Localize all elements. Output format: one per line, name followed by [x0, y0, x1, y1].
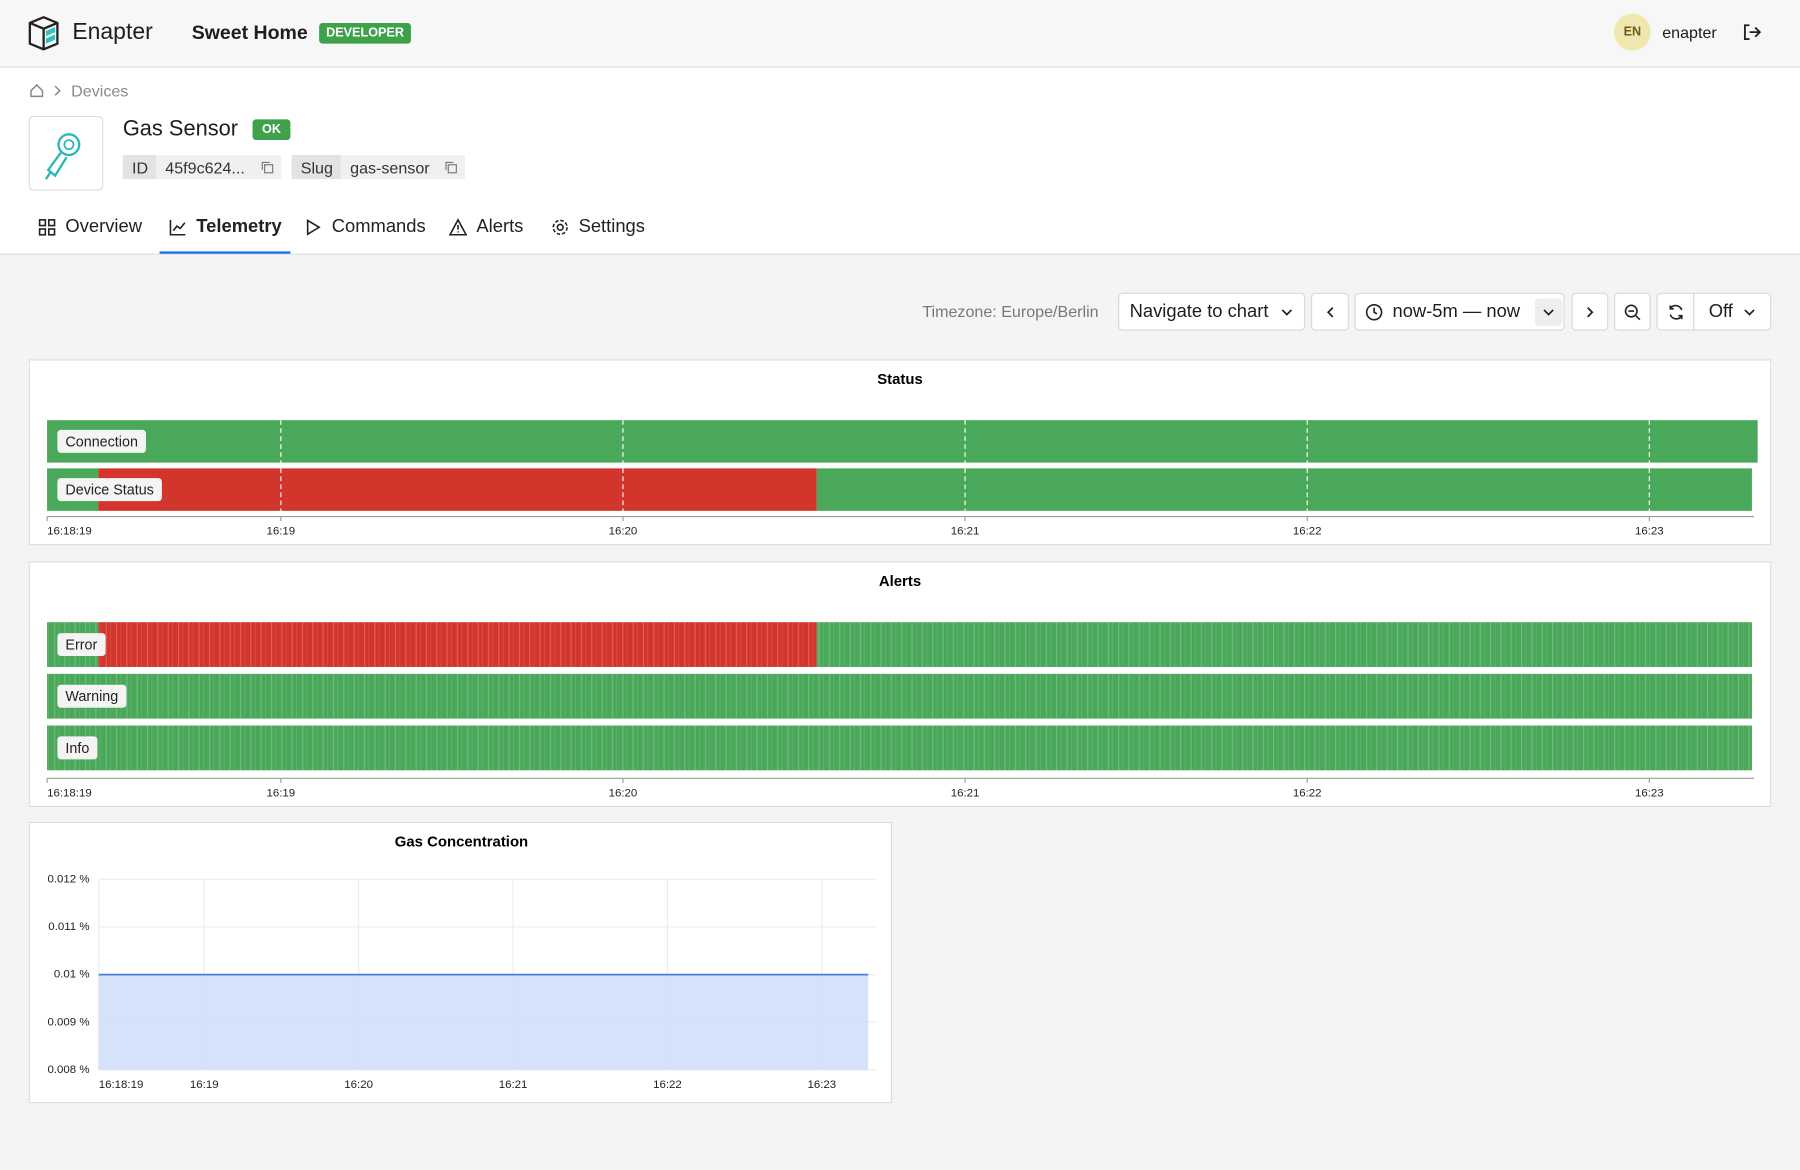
state-segment	[816, 468, 1752, 511]
id-label: ID	[122, 154, 157, 180]
chart-panel: Status Connection Device Status 16:18:19 16:…	[28, 359, 1772, 546]
slug-text: gas-sensor	[350, 157, 430, 177]
active-tab-indicator	[159, 251, 291, 254]
brand: Enapter	[72, 19, 153, 45]
row-label-bg	[57, 429, 146, 453]
site-name[interactable]: Sweet Home	[191, 21, 308, 44]
state-segment	[98, 468, 817, 511]
y-tick-label: 0.008 %	[47, 1064, 89, 1076]
y-tick-label: 0.009 %	[47, 1016, 89, 1028]
stripe-overlay	[47, 673, 1752, 719]
tab-label: Commands	[331, 216, 426, 237]
y-tick-label: 0.01 %	[54, 969, 90, 981]
logo-icon	[28, 16, 59, 51]
device-icon	[28, 115, 104, 191]
x-tick-label: 16:20	[344, 1079, 373, 1091]
chart-title: Alerts	[879, 573, 921, 590]
x-tick-label: 16:22	[1293, 526, 1322, 538]
avatar[interactable]: EN	[1614, 13, 1651, 51]
tab-label: Overview	[65, 216, 142, 237]
area	[98, 974, 869, 1070]
chart-title: Status	[877, 371, 923, 388]
x-tick-label: 16:23	[808, 1079, 837, 1091]
x-tick-label: 16:22	[653, 1079, 682, 1091]
stripe-overlay	[47, 725, 1752, 771]
gas-chart: Gas Concentration 0.008 % 0.009 % 0.01 % 0.0…	[47, 834, 876, 1091]
slug-value: gas-sensor	[340, 154, 465, 180]
navigate-label: Navigate to chart	[1129, 301, 1269, 321]
row-label: Device Status	[65, 483, 153, 499]
x-tick-label: 16:23	[1635, 787, 1664, 799]
prev-button[interactable]	[1310, 292, 1349, 331]
logout-icon[interactable]	[1743, 23, 1761, 41]
tab[interactable]: Overview	[38, 215, 142, 240]
x-tick-label: 16:19	[266, 526, 295, 538]
copy-icon[interactable]	[261, 161, 275, 175]
slug-label: Slug	[291, 154, 341, 180]
x-tick-label: 16:18:19	[47, 526, 92, 538]
x-tick-label: 16:21	[951, 526, 980, 538]
row-label-bg	[57, 736, 98, 760]
device-name: Gas Sensor	[122, 117, 239, 142]
x-tick-label: 16:22	[1293, 787, 1322, 799]
navigate-dropdown[interactable]: Navigate to chart	[1118, 292, 1306, 331]
row-label-bg	[57, 633, 106, 657]
row-label-bg	[57, 684, 127, 708]
tab[interactable]: Telemetry	[169, 215, 282, 240]
breadcrumb-sep	[54, 85, 61, 96]
x-tick-label: 16:21	[499, 1079, 528, 1091]
stripe-overlay	[816, 622, 1752, 667]
refresh-interval[interactable]: Off	[1693, 292, 1772, 331]
state-segment	[47, 420, 1758, 463]
row-label: Error	[65, 638, 97, 654]
y-tick-label: 0.011 %	[48, 921, 89, 933]
copy-icon[interactable]	[444, 161, 458, 175]
developer-badge: DEVELOPER	[319, 22, 411, 44]
chart-panel: Gas Concentration 0.008 % 0.009 % 0.01 % 0.0…	[28, 821, 892, 1104]
range-label: now-5m — now	[1392, 301, 1521, 321]
zoom-out-button[interactable]	[1614, 292, 1651, 331]
next-button[interactable]	[1571, 292, 1609, 331]
tab-label: Settings	[578, 216, 645, 237]
id-value: 45f9c624...	[156, 154, 282, 180]
x-tick-label: 16:19	[190, 1079, 219, 1091]
id-text: 45f9c624...	[165, 157, 245, 177]
status-chart: Status Connection Device Status 16:18:19 16:…	[46, 371, 1758, 538]
tab[interactable]: Settings	[551, 215, 645, 240]
x-tick-label: 16:18:19	[99, 1079, 144, 1091]
alerts-chart: Alerts Error Warning Info 16:18:19 16:19 16:20…	[46, 573, 1755, 799]
home-icon[interactable]	[29, 83, 45, 99]
chart-title: Gas Concentration	[395, 834, 528, 851]
tab-label: Alerts	[476, 216, 524, 237]
x-tick-label: 16:23	[1635, 526, 1664, 538]
y-tick-label: 0.012 %	[47, 873, 89, 885]
breadcrumb-item[interactable]: Devices	[71, 81, 129, 100]
tab[interactable]: Alerts	[448, 215, 524, 240]
tab[interactable]: Commands	[304, 215, 426, 240]
x-tick-label: 16:18:19	[47, 787, 92, 799]
range-picker[interactable]: now-5m — now	[1354, 292, 1565, 331]
top-bar: Enapter Sweet Home DEVELOPER EN enapter	[0, 0, 1800, 68]
row-label: Connection	[65, 434, 138, 450]
x-tick-label: 16:19	[266, 787, 295, 799]
x-tick-label: 16:20	[609, 526, 638, 538]
stripe-overlay	[98, 622, 817, 667]
refresh-button[interactable]	[1656, 292, 1695, 331]
row-label-bg	[57, 478, 162, 502]
timezone: Timezone: Europe/Berlin	[922, 301, 1099, 321]
user-name[interactable]: enapter	[1662, 22, 1717, 42]
x-tick-label: 16:21	[951, 787, 980, 799]
refresh-label: Off	[1708, 301, 1733, 321]
row-label: Warning	[65, 689, 118, 705]
row-label: Info	[65, 741, 89, 757]
chart-panel: Alerts Error Warning Info 16:18:19 16:19 16:20…	[28, 561, 1772, 808]
tab-label: Telemetry	[196, 216, 282, 237]
x-tick-label: 16:20	[609, 787, 638, 799]
status-badge: OK	[252, 119, 291, 141]
